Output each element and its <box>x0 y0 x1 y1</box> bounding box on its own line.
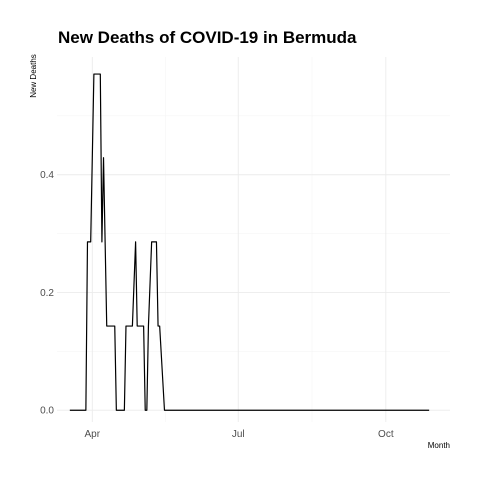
y-axis-title: New Deaths <box>29 54 38 98</box>
y-tick-label: 0.2 <box>40 288 54 299</box>
chart-title: New Deaths of COVID-19 in Bermuda <box>58 28 357 47</box>
x-tick-label: Jul <box>232 429 245 440</box>
y-tick-label: 0.4 <box>40 170 54 181</box>
x-axis-title: Month <box>428 441 450 450</box>
series-line <box>69 73 430 411</box>
y-tick-label: 0.0 <box>40 406 54 417</box>
x-tick-label: Apr <box>85 429 101 440</box>
series-layer <box>69 73 430 411</box>
tick-layer: 0.0 0.2 0.4 Apr Jul Oct <box>40 170 394 440</box>
x-tick-label: Oct <box>378 429 394 440</box>
